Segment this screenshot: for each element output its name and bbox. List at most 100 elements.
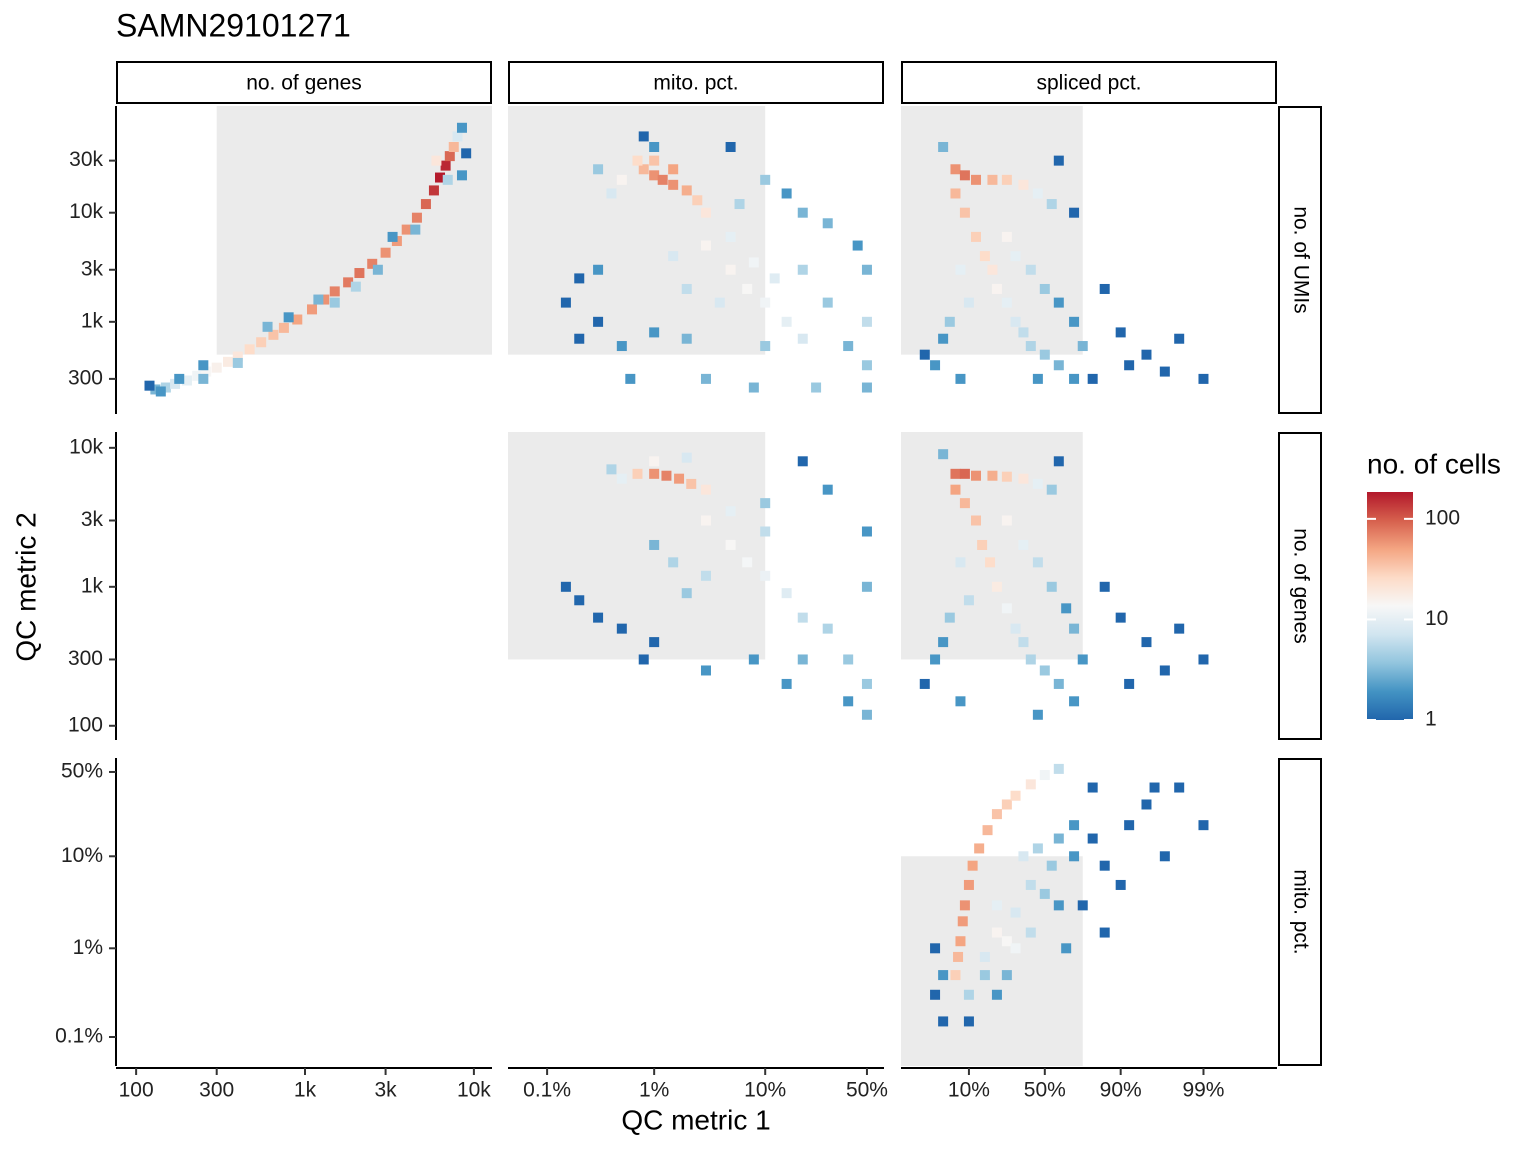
tile: [950, 164, 961, 175]
tile: [971, 231, 982, 242]
tile: [1077, 654, 1088, 665]
tile: [411, 212, 422, 223]
tile: [444, 151, 455, 162]
tile: [760, 498, 771, 509]
filter-region: [901, 106, 1083, 355]
tile: [1025, 654, 1036, 665]
tile: [1087, 833, 1098, 844]
tile: [1039, 665, 1050, 676]
facet-strip: [1278, 758, 1322, 1066]
tile: [861, 678, 872, 689]
tile: [448, 141, 459, 152]
tile: [674, 473, 685, 484]
tile: [1198, 373, 1209, 384]
y-tick-label: 10%: [61, 844, 103, 867]
tile: [797, 207, 808, 218]
tile: [991, 927, 1002, 938]
tile: [938, 1016, 949, 1027]
tile: [1032, 709, 1043, 720]
x-tick-label: 0.1%: [523, 1079, 571, 1102]
tile: [1115, 327, 1126, 338]
tile: [1124, 360, 1135, 371]
tile: [431, 155, 442, 166]
tile: [657, 174, 668, 185]
tile: [1069, 696, 1080, 707]
colorbar-tick-label: 1: [1425, 708, 1437, 731]
tile: [1046, 484, 1057, 495]
tile: [181, 375, 192, 386]
tile: [781, 678, 792, 689]
tile: [387, 231, 398, 242]
tile: [938, 141, 949, 152]
tile: [1053, 360, 1064, 371]
tile: [700, 665, 711, 676]
tile: [278, 322, 289, 333]
tile: [606, 464, 617, 475]
tile: [963, 879, 974, 890]
tile: [734, 199, 745, 210]
tile: [1032, 478, 1043, 489]
tile: [971, 515, 982, 526]
tile: [930, 989, 941, 1000]
facet-strip: [508, 61, 884, 104]
tile: [686, 478, 697, 489]
tile: [616, 623, 627, 634]
tile: [632, 155, 643, 166]
x-tick-label: 50%: [1024, 1079, 1066, 1102]
tile: [1077, 900, 1088, 911]
tile: [1141, 799, 1152, 810]
tile: [593, 164, 604, 175]
tile: [1069, 851, 1080, 862]
tile: [955, 264, 966, 275]
tile: [979, 970, 990, 981]
tile: [1032, 188, 1043, 199]
tile: [955, 936, 966, 947]
tile: [1025, 927, 1036, 938]
tile: [313, 294, 324, 305]
tile: [1115, 612, 1126, 623]
filter-region: [901, 856, 1083, 1066]
tile: [1159, 366, 1170, 377]
tile: [593, 264, 604, 275]
tile: [456, 122, 467, 133]
tile: [1053, 456, 1064, 467]
tile: [797, 456, 808, 467]
tile: [950, 484, 961, 495]
tile: [959, 207, 970, 218]
tile: [1046, 199, 1057, 210]
tile: [232, 351, 243, 362]
tile: [963, 297, 974, 308]
y-tick-label: 10k: [69, 200, 103, 223]
tile: [979, 251, 990, 262]
tile: [668, 557, 679, 568]
tile: [442, 174, 453, 185]
panel: [508, 432, 872, 720]
tile: [150, 384, 161, 395]
tile: [950, 970, 961, 981]
tile: [971, 470, 982, 481]
legend-title: no. of cells: [1367, 448, 1501, 479]
y-tick-label: 1k: [81, 309, 104, 332]
tile: [343, 277, 354, 288]
facet-strip-label: no. of genes: [1289, 528, 1312, 644]
tile: [1174, 623, 1185, 634]
tile: [748, 382, 759, 393]
tile: [661, 470, 672, 481]
tile: [700, 240, 711, 251]
tile: [1053, 297, 1064, 308]
tile: [725, 264, 736, 275]
tile: [797, 612, 808, 623]
tile: [574, 273, 585, 284]
tile: [1001, 515, 1012, 526]
tile: [1032, 843, 1043, 854]
tile: [1159, 851, 1170, 862]
tile: [681, 283, 692, 294]
tile: [649, 468, 660, 479]
tile: [174, 373, 185, 384]
tile: [681, 452, 692, 463]
tile: [1149, 782, 1160, 793]
tile: [268, 329, 279, 340]
tile: [700, 373, 711, 384]
tile: [452, 131, 463, 142]
tile: [700, 207, 711, 218]
